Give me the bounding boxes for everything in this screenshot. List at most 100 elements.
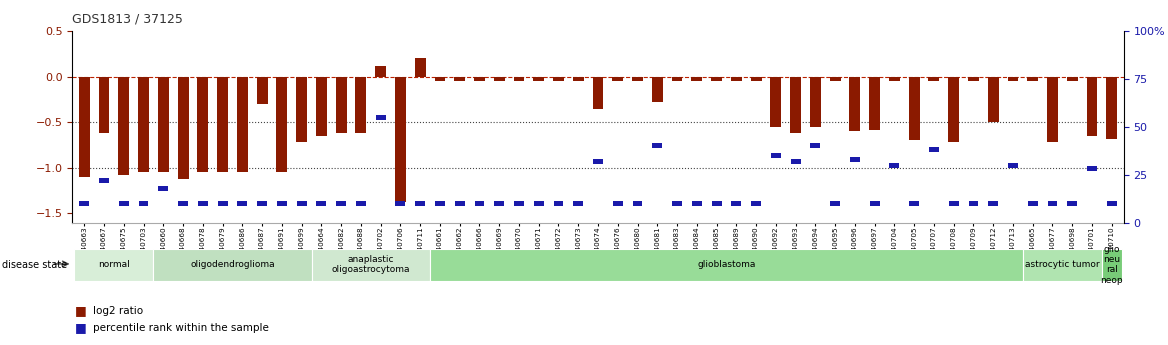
Bar [889,77,899,81]
Bar [890,162,899,168]
Bar [1107,201,1117,206]
Bar [691,77,702,81]
Bar [534,77,544,81]
Bar [929,77,939,81]
Bar [929,147,939,152]
Bar [297,201,306,206]
Text: disease state: disease state [2,260,68,270]
Bar [1066,77,1078,81]
Bar [612,77,624,81]
Text: ■: ■ [75,321,86,334]
Bar [830,201,840,206]
Bar [217,77,228,172]
FancyBboxPatch shape [75,249,153,280]
Bar [434,201,445,206]
FancyBboxPatch shape [1101,249,1121,280]
Text: oligodendroglioma: oligodendroglioma [190,260,274,269]
Bar [1028,77,1038,81]
FancyBboxPatch shape [1023,249,1101,280]
Bar [119,201,128,206]
Bar [197,77,208,172]
Bar [613,201,623,206]
Bar [572,77,584,81]
Bar [751,77,762,81]
Bar [1008,162,1017,168]
Text: astrocytic tumor: astrocytic tumor [1026,260,1100,269]
Bar [850,157,860,162]
Bar [396,201,405,206]
Bar [237,77,248,172]
Bar [355,77,367,133]
Bar [1087,166,1097,171]
Bar [534,201,543,206]
Bar [118,77,130,175]
Bar [257,77,267,104]
Bar [454,77,465,81]
Bar [415,58,425,77]
Bar [277,201,287,206]
Bar [178,77,188,179]
Text: log2 ratio: log2 ratio [93,306,144,315]
Bar [593,159,603,164]
Text: glio
neu
ral
neop: glio neu ral neop [1100,245,1124,285]
Bar [416,201,425,206]
Bar [809,77,821,127]
Bar [159,186,168,190]
Bar [711,201,722,206]
Text: GDS1813 / 37125: GDS1813 / 37125 [72,12,183,25]
Bar [98,77,110,133]
Bar [554,77,564,81]
Bar [395,77,405,203]
Bar [691,201,702,206]
Bar [1068,201,1077,206]
Bar [791,159,800,164]
Bar [197,201,208,206]
Bar [434,77,445,81]
Bar [632,77,642,81]
Bar [909,77,919,140]
Bar [99,178,109,183]
Bar [237,201,248,206]
Bar [474,77,485,81]
Bar [948,201,959,206]
Bar [158,77,168,172]
Text: percentile rank within the sample: percentile rank within the sample [93,323,270,333]
Bar [988,201,999,206]
Bar [139,201,148,206]
Bar [968,77,979,81]
Bar [672,77,682,81]
Bar [1086,77,1098,136]
Bar [1106,77,1118,139]
Bar [376,115,385,120]
Bar [869,77,880,129]
Bar [317,201,326,206]
Bar [731,201,742,206]
Bar [731,77,742,81]
Bar [317,77,327,136]
FancyBboxPatch shape [312,249,430,280]
Bar [454,201,465,206]
Bar [79,201,89,206]
Bar [179,201,188,206]
Bar [751,201,762,206]
Bar [1048,201,1057,206]
Bar [592,77,604,109]
Text: ■: ■ [75,304,86,317]
Bar [78,77,90,177]
Bar [514,77,524,81]
Text: glioblastoma: glioblastoma [697,260,756,269]
Bar [494,77,505,81]
Bar [554,201,563,206]
Bar [1008,77,1018,81]
Bar [336,201,346,206]
Bar [138,77,150,172]
Text: anaplastic
oligoastrocytoma: anaplastic oligoastrocytoma [332,255,410,275]
Bar [791,77,801,133]
Bar [494,201,505,206]
FancyBboxPatch shape [430,249,1023,280]
Bar [356,201,366,206]
Bar [968,201,979,206]
Bar [633,201,642,206]
Bar [948,77,959,142]
Bar [771,153,780,158]
